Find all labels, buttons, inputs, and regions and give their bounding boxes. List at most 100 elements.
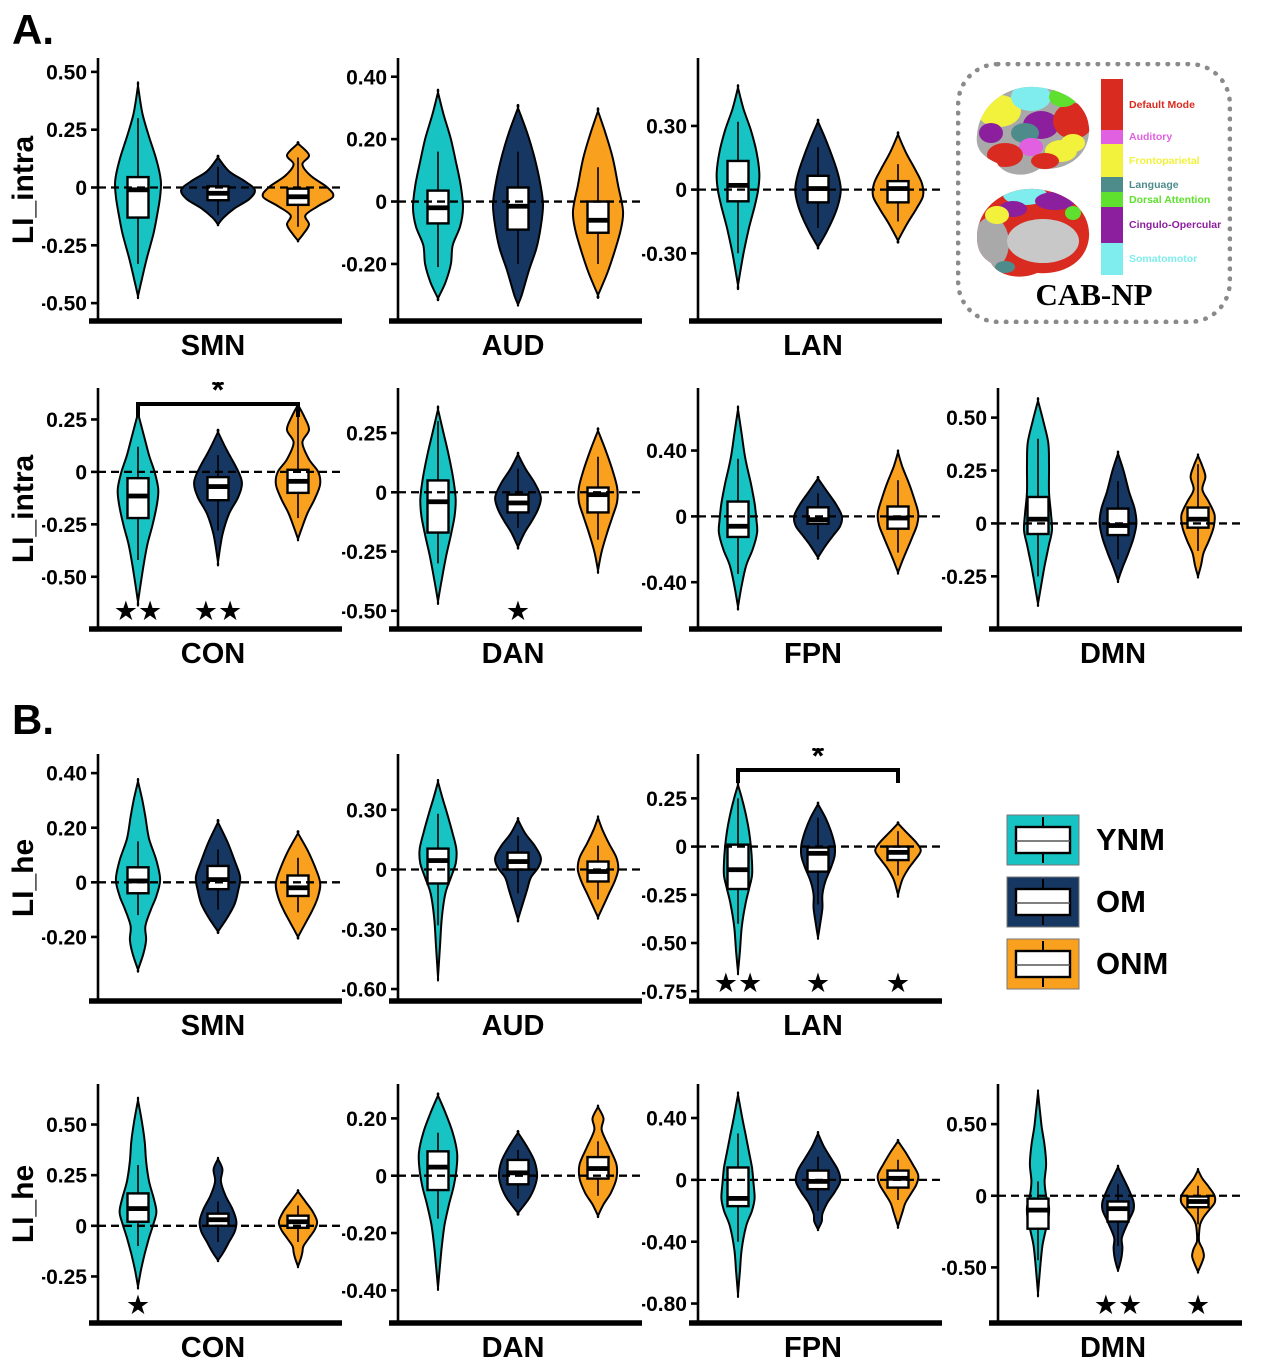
median-ONM (887, 515, 909, 521)
y-tick-label: 0 (675, 836, 687, 859)
y-tick-label: 0.20 (346, 129, 387, 152)
y-tick-label: -0.50 (642, 933, 687, 956)
network-label: Somatomotor (1129, 253, 1198, 265)
cell-CON: 0.50 0.25 0 -0.25 ★ CON (42, 1078, 342, 1365)
y-tick-label: 0.20 (46, 817, 87, 840)
median-OM (1107, 523, 1129, 528)
significance-asterisk: * (212, 382, 225, 408)
median-OM (507, 500, 529, 506)
y-tick-label: 0.40 (346, 66, 387, 89)
y-tick-label: 0 (75, 872, 87, 895)
median-YNM (727, 523, 749, 529)
network-name-label: SMN (180, 1010, 246, 1042)
median-OM (807, 517, 829, 523)
y-tick-label: 0 (375, 859, 387, 882)
colorbar-segment (1101, 130, 1123, 144)
brain-map-image (976, 86, 1090, 277)
box-ONM (886, 179, 910, 204)
y-tick-label: -0.50 (42, 566, 87, 589)
y-tick-label: 0 (75, 1215, 87, 1238)
panel-b-row-2: LI_he 0.50 0.25 0 -0.25 ★ CON 0.20 0 -0.20 -0.40 D… (6, 1078, 1242, 1365)
network-name-label: FPN (784, 638, 842, 670)
median-OM (207, 877, 229, 882)
subplot-SMN: 0.50 0.25 0 -0.25 -0.50 (42, 58, 342, 324)
subplot-FPN: 0.40 0 -0.40 -0.80 (642, 1084, 942, 1326)
panel-a-label: A. (12, 6, 54, 53)
cabnp-network-row: Auditory (1101, 130, 1221, 144)
box-ONM (586, 200, 610, 234)
cell-LAN: 0.25 0 -0.25 -0.50 -0.75 ★★ ★ ★ * LAN (642, 748, 942, 1043)
median-ONM (287, 1219, 309, 1225)
cell-FPN: 0.40 0 -0.40 -0.80 FPN (642, 1078, 942, 1365)
y-axis-title: LI_he (7, 1164, 41, 1244)
cabnp-colorbar: Default Mode Auditory Frontoparietal Langua… (1101, 79, 1221, 290)
y-tick-label: -0.20 (342, 1223, 387, 1246)
y-tick-label: 0 (975, 1185, 987, 1208)
median-ONM (587, 1166, 609, 1171)
subplot-AUD: 0.40 0.20 0 -0.20 (342, 58, 642, 324)
box-OM (1106, 507, 1130, 537)
y-tick-label: 0 (375, 1165, 387, 1188)
y-tick-label: 0.40 (46, 763, 87, 786)
legend-label: OM (1096, 884, 1146, 919)
median-ONM (287, 194, 309, 200)
y-tick-label: -0.75 (642, 981, 687, 1004)
y-tick-label: 0 (375, 191, 387, 214)
median-ONM (887, 1175, 909, 1181)
y-axis-title: LI_intra (7, 454, 41, 564)
subplot-SMN: 0.40 0.20 0 -0.20 (42, 754, 342, 1004)
legend-item-OM: OM (1006, 876, 1242, 928)
median-ONM (587, 869, 609, 874)
y-tick-label: -0.25 (942, 566, 987, 589)
subplot-LAN: 0.250-0.25-0.50-0.75 ★★ ★ ★* (642, 748, 942, 1004)
cell-FPN: 0.40 0 -0.40 FPN (642, 382, 942, 671)
cell-DAN: 0.25 0 -0.25 -0.50 ★ DAN (342, 382, 642, 671)
median-ONM (887, 849, 909, 855)
colorbar-segment (1101, 207, 1123, 243)
y-tick-label: -0.30 (642, 243, 687, 266)
y-tick-label: -0.40 (342, 1280, 387, 1303)
cabnp-network-row: Language (1101, 177, 1221, 192)
network-label: Auditory (1129, 131, 1173, 143)
significance-star: ★ (126, 1290, 150, 1321)
network-name-label: SMN (180, 330, 246, 362)
box-YNM (426, 479, 450, 534)
cell-legend: YNM OM ONM (942, 748, 1242, 1043)
y-tick-label: 0.50 (46, 61, 87, 84)
significance-star: ★ (806, 968, 830, 999)
legend-item-YNM: YNM (1006, 814, 1242, 866)
network-name-label: DMN (1079, 638, 1147, 670)
legend-label: ONM (1096, 946, 1169, 981)
median-YNM (727, 867, 749, 873)
y-tick-label: 0.30 (646, 115, 687, 138)
cell-DAN: 0.20 0 -0.20 -0.40 DAN (342, 1078, 642, 1365)
y-tick-label: 0 (975, 513, 987, 536)
panel-a-row-2: LI_intra 0.25 0 -0.25 -0.50 ★★ ★★ * CON 0.25 0 -0.… (6, 382, 1242, 671)
cell-CON: 0.25 0 -0.25 -0.50 ★★ ★★ * CON (42, 382, 342, 671)
cabnp-network-row: Frontoparietal (1101, 144, 1221, 177)
significance-star: ★ (886, 968, 910, 999)
y-tick-label: 0.25 (46, 409, 87, 432)
y-tick-label: -0.30 (342, 919, 387, 942)
cabnp-network-row: Cingulo-Opercular (1101, 207, 1221, 243)
network-name-label: CON (180, 638, 246, 670)
y-tick-label: -0.40 (642, 572, 687, 595)
y-tick-label: 0 (675, 506, 687, 529)
median-OM (207, 484, 229, 489)
box-YNM (726, 159, 750, 203)
median-YNM (127, 878, 149, 884)
median-YNM (427, 499, 449, 505)
significance-star: ★ (1186, 1290, 1210, 1321)
colorbar-segment (1101, 192, 1123, 207)
y-tick-label: -0.25 (342, 541, 387, 564)
network-name-label: DAN (481, 1332, 545, 1364)
legend-swatch (1006, 938, 1080, 990)
network-name-label: AUD (481, 1010, 545, 1042)
box-YNM (1026, 1197, 1050, 1230)
legend-item-ONM: ONM (1006, 938, 1242, 990)
significance-star: ★★ (1094, 1290, 1142, 1321)
median-ONM (287, 885, 309, 891)
significance-bracket (136, 402, 300, 417)
colorbar-segment (1101, 177, 1123, 192)
median-YNM (127, 187, 149, 193)
